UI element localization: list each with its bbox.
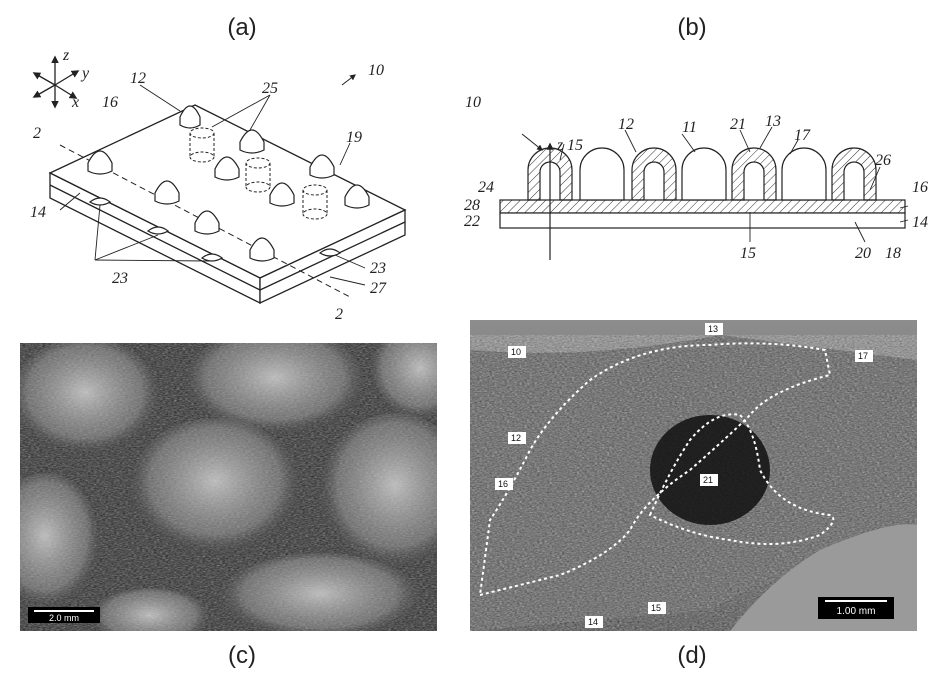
svg-text:10: 10: [511, 347, 521, 357]
axis-z-label: z: [62, 47, 70, 64]
label-21: 21: [730, 116, 746, 133]
axis-x-label: x: [71, 94, 79, 111]
label-14: 14: [30, 204, 46, 221]
svg-text:2.0 mm: 2.0 mm: [49, 613, 79, 623]
label-27: 27: [370, 280, 387, 297]
dome-grid: [87, 105, 370, 262]
panel-d-sem-image: 13 10 17 12 16 21 15 14 1.00 mm: [470, 320, 917, 631]
label-16: 16: [912, 179, 928, 196]
ref-arrow-10: [341, 74, 356, 86]
panel-b-cross-section: 10 z 15 12 11 21 13 17 26 16 14 24 28 22…: [464, 94, 928, 262]
panel-c-sem-image: 2.0 mm: [20, 343, 437, 631]
label-z: z: [556, 137, 564, 154]
caption-d: (d): [677, 642, 707, 669]
scale-bar: 1.00 mm: [818, 597, 894, 619]
label-23b: 23: [370, 260, 386, 277]
label-19: 19: [346, 129, 362, 146]
label-24: 24: [478, 179, 494, 196]
scale-bar: 2.0 mm: [28, 607, 100, 623]
label-12: 12: [618, 116, 634, 133]
svg-text:13: 13: [708, 324, 718, 334]
axis-cross-icon: [32, 55, 80, 109]
ref-labels: 13 10 17 12 16 21 15 14: [495, 323, 873, 628]
panel-a-schematic: z y x 2 2: [30, 47, 407, 323]
caption-a: (a): [227, 14, 257, 41]
svg-text:14: 14: [588, 617, 598, 627]
label-22: 22: [464, 213, 480, 230]
outline-dotted: [478, 342, 835, 597]
cavity-region: [650, 415, 770, 525]
label-12: 12: [130, 70, 146, 87]
svg-text:15: 15: [651, 603, 661, 613]
ref-arrow-10: [521, 133, 543, 151]
hidden-cylinders: [189, 127, 328, 220]
caption-b: (b): [677, 14, 707, 41]
caption-c: (c): [228, 642, 256, 669]
leader-lines-b: [559, 126, 909, 243]
leader-lines: [59, 84, 366, 286]
label-10: 10: [368, 62, 384, 79]
section-mark-top: 2: [33, 125, 41, 142]
label-11: 11: [682, 119, 697, 136]
label-20: 20: [855, 245, 871, 262]
svg-text:21: 21: [703, 475, 713, 485]
label-28: 28: [464, 197, 480, 214]
dome-shells: [527, 147, 877, 201]
base-layers: [499, 199, 906, 229]
axis-y-label: y: [80, 65, 90, 82]
label-10: 10: [465, 94, 481, 111]
label-23a: 23: [112, 270, 128, 287]
side-openings: [88, 197, 342, 262]
label-13: 13: [765, 113, 781, 130]
label-14: 14: [912, 214, 928, 231]
label-17: 17: [794, 127, 811, 144]
slab-block: [48, 104, 407, 305]
svg-text:17: 17: [858, 351, 868, 361]
label-25: 25: [262, 80, 278, 97]
fiber-domes: [20, 343, 437, 631]
svg-text:12: 12: [511, 433, 521, 443]
label-16: 16: [102, 94, 118, 111]
label-18: 18: [885, 245, 901, 262]
label-26: 26: [875, 152, 891, 169]
label-15-top: 15: [567, 137, 583, 154]
label-15-bottom: 15: [740, 245, 756, 262]
svg-text:1.00 mm: 1.00 mm: [837, 606, 876, 617]
svg-text:16: 16: [498, 479, 508, 489]
section-mark-bottom: 2: [335, 306, 343, 323]
